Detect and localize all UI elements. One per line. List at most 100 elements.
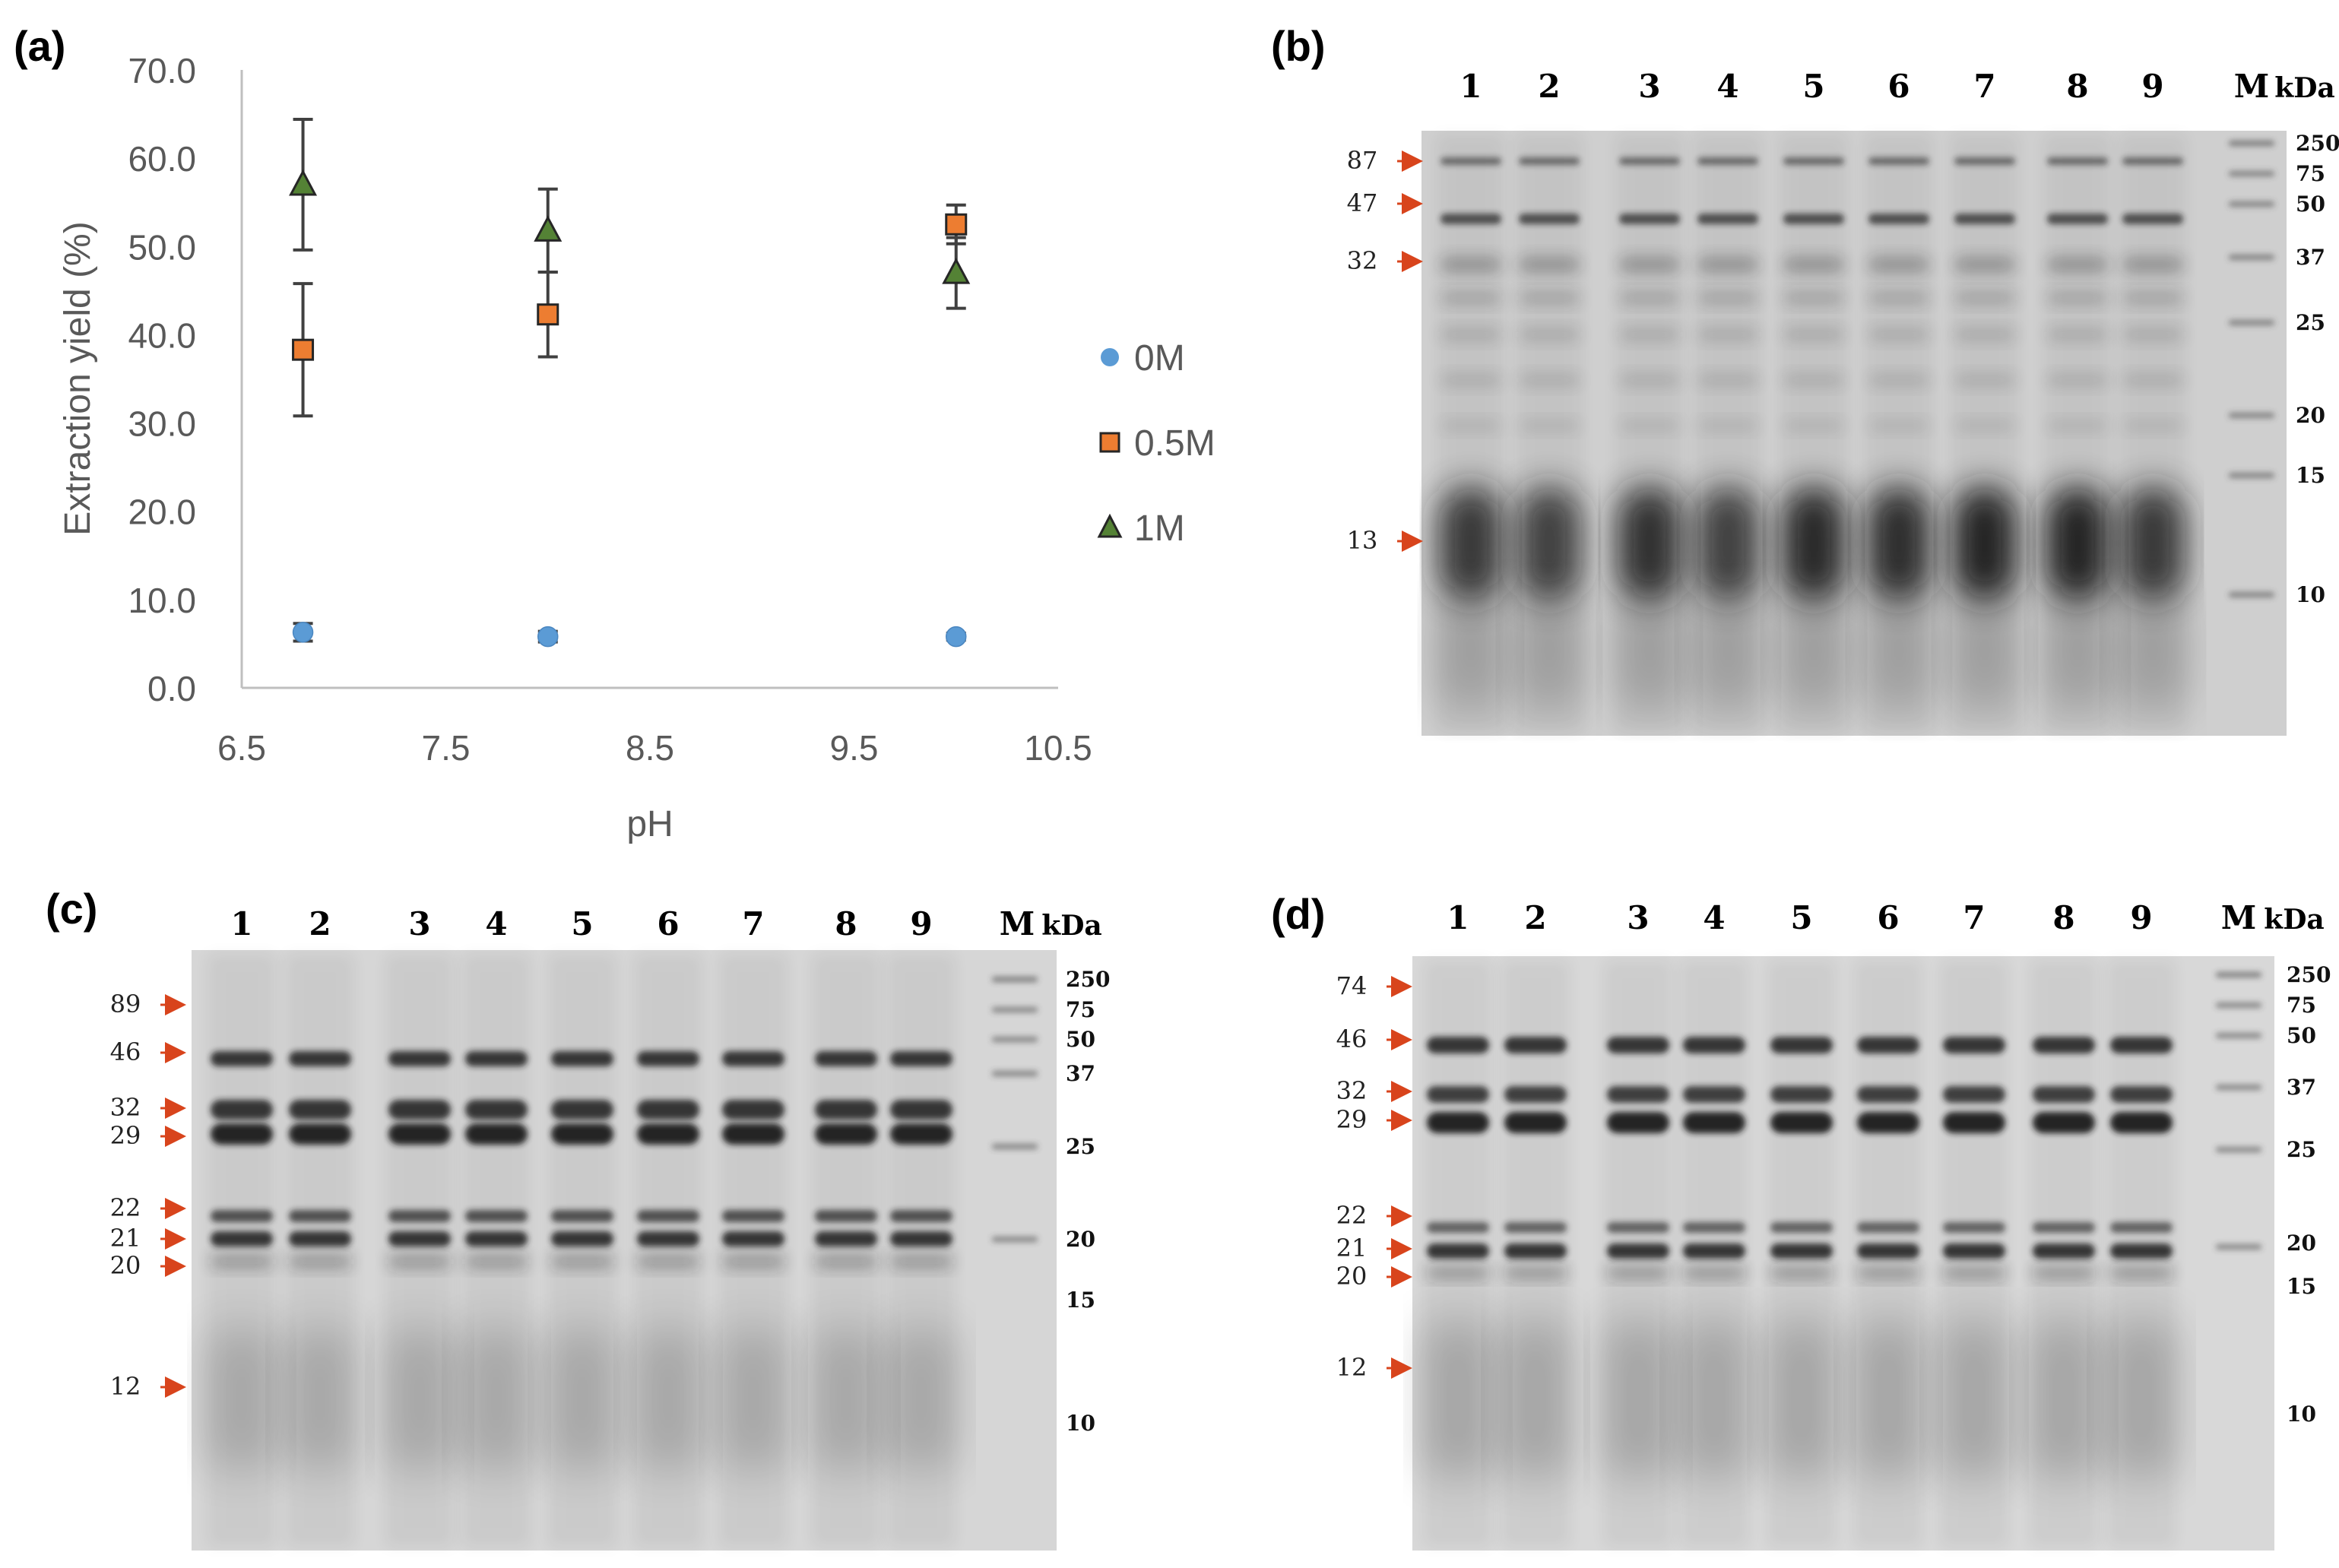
gel-smear	[1604, 1323, 1672, 1475]
gel-band	[1783, 258, 1844, 271]
legend-label: 0.5M	[1134, 423, 1215, 464]
gel-band	[1954, 375, 2015, 385]
gel-lane	[1780, 135, 1847, 732]
band-size-label: 21	[1336, 1234, 1368, 1262]
gel-band	[1683, 1269, 1745, 1278]
lane-label: 6	[1887, 68, 1910, 105]
gel-band	[1619, 157, 1680, 165]
gel-smear	[2107, 1323, 2176, 1475]
marker-lane	[2216, 972, 2261, 1250]
gel-band	[289, 1051, 351, 1066]
marker-band	[992, 1037, 1038, 1042]
legend-entry: 0.5M	[1099, 423, 1215, 464]
gel-lane	[812, 954, 880, 1547]
gel-band	[1697, 293, 1758, 303]
marker-mw-label: 20	[2287, 1231, 2316, 1256]
gel-band	[637, 1051, 699, 1066]
gel-band	[1868, 258, 1929, 271]
band-arrow: 20	[1336, 1262, 1412, 1291]
gel-band	[1607, 1086, 1669, 1103]
gel-band	[1619, 258, 1680, 271]
gel-band	[2033, 1037, 2095, 1053]
lane-label: 5	[571, 905, 593, 942]
band-size-label: 46	[1336, 1025, 1368, 1053]
gel-band	[1782, 486, 1846, 600]
gel-band	[1440, 293, 1501, 303]
gel-band	[1683, 1112, 1745, 1133]
gel-smear	[462, 1330, 531, 1467]
gel-band	[1770, 1243, 1833, 1259]
marker-mw-label: 75	[2296, 161, 2325, 186]
gel-band	[289, 1100, 351, 1120]
gel-band	[1440, 421, 1501, 430]
lane-label: 5	[1802, 68, 1824, 105]
gel-band	[551, 1256, 613, 1267]
gel-band	[1440, 157, 1501, 165]
lane-label: 6	[1877, 899, 1899, 936]
band-size-label: 22	[1336, 1201, 1368, 1230]
marker-mw-label: 15	[2296, 463, 2325, 488]
marker-band	[2216, 1085, 2261, 1090]
lane-label: 4	[1703, 899, 1725, 936]
kda-unit-label: kDa	[2264, 904, 2325, 936]
marker-band	[2229, 141, 2274, 146]
gel-band	[1857, 1269, 1919, 1278]
marker-mw-label: 50	[2296, 192, 2325, 217]
gel-lane	[462, 954, 531, 1547]
marker-band	[2216, 1147, 2261, 1152]
gel-band	[1697, 214, 1758, 224]
gel-band	[1943, 1269, 2005, 1278]
gel-lane	[2107, 960, 2176, 1547]
legend-label: 0M	[1134, 338, 1185, 379]
marker-band	[2216, 1033, 2261, 1038]
gel-band	[637, 1210, 699, 1222]
marker-mw-label: 15	[1066, 1288, 1095, 1313]
gel-band	[815, 1256, 877, 1267]
lane-label: M	[2221, 899, 2257, 936]
gel-band	[722, 1100, 784, 1120]
x-tick-label: 6.5	[217, 728, 266, 768]
gel-band	[722, 1123, 784, 1145]
gel-band	[722, 1210, 784, 1222]
gel-band	[211, 1123, 273, 1145]
gel-band	[1783, 293, 1844, 303]
band-arrow: 46	[1336, 1025, 1412, 1053]
band-arrow: 21	[1336, 1234, 1412, 1262]
gel-band	[1619, 329, 1680, 340]
gel-band	[1857, 1037, 1919, 1053]
gel-band	[1954, 293, 2015, 303]
y-tick-label: 40.0	[128, 315, 196, 355]
lane-label: 7	[1963, 899, 1985, 936]
gel-band	[1783, 157, 1844, 165]
gel-band	[1867, 486, 1931, 600]
gel-band	[815, 1231, 877, 1246]
data-point	[946, 626, 967, 648]
gel-band	[1857, 1086, 1919, 1103]
gel-band	[890, 1231, 952, 1246]
gel-band	[388, 1100, 451, 1120]
gel-band	[1954, 421, 2015, 430]
gel-lane	[1516, 135, 1583, 732]
gel-band	[1868, 293, 1929, 303]
lane-label: 2	[1524, 899, 1546, 936]
band-arrow: 22	[110, 1193, 186, 1222]
marker-mw-label: 20	[2296, 403, 2325, 428]
marker-mw-label: 250	[2287, 962, 2331, 987]
gel-band	[1683, 1037, 1745, 1053]
gel-band	[551, 1231, 613, 1246]
gel-band	[1619, 214, 1680, 224]
gel-band	[1783, 421, 1844, 430]
gel-band	[1954, 214, 2015, 224]
marker-mw-label: 20	[1066, 1227, 1095, 1252]
gel-band	[1427, 1037, 1489, 1053]
gel-band	[1440, 214, 1501, 224]
gel-band	[1427, 1269, 1489, 1278]
gel-smear	[1865, 593, 1932, 707]
gel-band	[1519, 258, 1580, 271]
gel-smear	[548, 1330, 616, 1467]
gel-band	[1697, 375, 1758, 385]
gel-band	[890, 1210, 952, 1222]
band-arrow: 47	[1347, 188, 1423, 217]
gel-band	[2047, 157, 2108, 165]
